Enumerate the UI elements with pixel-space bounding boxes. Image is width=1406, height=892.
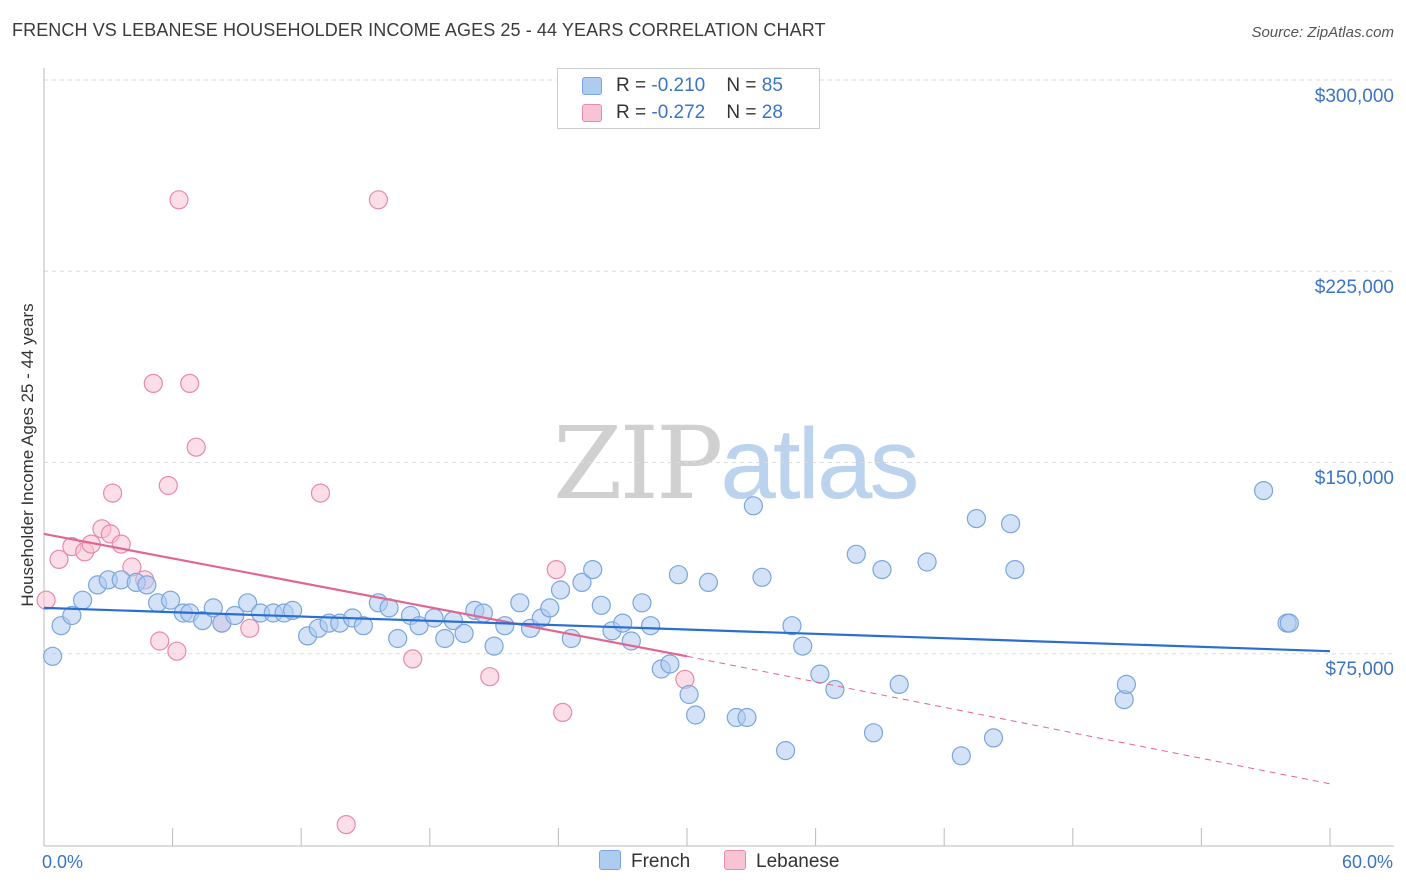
french-point	[1005, 559, 1025, 580]
lebanese-point	[36, 590, 56, 610]
grid-lines	[44, 79, 1394, 655]
french-point	[193, 610, 213, 631]
lebanese-point	[480, 667, 500, 687]
french-point	[435, 628, 455, 649]
lebanese-point	[180, 373, 200, 393]
french-point	[283, 600, 303, 621]
lebanese-n-value: 28	[761, 102, 783, 123]
french-point	[698, 572, 719, 593]
bottom-legend-lebanese: Lebanese	[724, 850, 839, 873]
axes	[43, 68, 1394, 847]
french-trend-line	[43, 606, 1331, 653]
french-point	[1279, 613, 1299, 633]
lebanese-points	[36, 190, 695, 835]
lebanese-trend-line	[43, 532, 688, 658]
lebanese-point	[169, 190, 189, 210]
french-point	[1000, 514, 1021, 534]
french-point	[1116, 674, 1137, 695]
french-point	[825, 679, 845, 700]
lebanese-point	[186, 437, 206, 457]
french-point	[388, 628, 408, 649]
french-point	[42, 646, 63, 666]
correlation-legend: R = -0.210 N = 85 R = -0.272 N = 28	[557, 68, 820, 129]
french-point	[424, 608, 444, 628]
lebanese-point	[49, 549, 69, 570]
french-point	[775, 740, 796, 761]
lebanese-point	[546, 559, 566, 580]
french-point	[591, 595, 611, 615]
lebanese-point	[158, 475, 178, 496]
french-point	[353, 616, 373, 636]
french-point	[632, 593, 652, 613]
french-point	[679, 684, 699, 705]
french-point	[846, 544, 866, 564]
y-tick-label: $150,000	[1314, 468, 1394, 489]
french-n-value: 85	[761, 75, 783, 96]
french-point	[872, 559, 892, 580]
x-tick-label: 60.0%	[1341, 852, 1393, 872]
french-point	[62, 605, 82, 626]
lebanese-point	[403, 649, 423, 669]
french-point	[510, 593, 530, 613]
lebanese-swatch	[582, 104, 602, 122]
french-point	[540, 598, 560, 618]
lebanese-point	[553, 702, 573, 723]
lebanese-point	[150, 631, 170, 651]
french-point	[137, 575, 157, 595]
lebanese-trend-extension	[686, 655, 1331, 785]
french-point	[782, 616, 802, 636]
lebanese-r-value: -0.272	[651, 102, 706, 123]
french-points	[42, 481, 1299, 766]
french-r-value: -0.210	[651, 75, 706, 96]
lebanese-point	[368, 190, 388, 210]
french-point	[951, 746, 971, 766]
lebanese-point	[240, 618, 260, 638]
lebanese-point	[310, 483, 331, 503]
french-point	[660, 654, 680, 674]
french-point	[889, 674, 909, 695]
source-label: Source: ZipAtlas.com	[1251, 24, 1394, 41]
y-tick-label: $75,000	[1325, 659, 1394, 680]
french-point	[160, 590, 181, 610]
french-point	[810, 664, 830, 684]
y-axis-label: Householder Income Ages 25 - 44 years	[18, 303, 37, 607]
lebanese-swatch	[724, 850, 746, 870]
french-point	[863, 723, 884, 743]
zipatlas-watermark: ZIPatlas	[553, 405, 920, 522]
french-point	[685, 705, 706, 725]
french-point	[966, 508, 987, 529]
french-point	[983, 728, 1004, 748]
french-point	[640, 616, 661, 636]
french-point	[737, 707, 757, 728]
chart-title: FRENCH VS LEBANESE HOUSEHOLDER INCOME AG…	[12, 20, 826, 40]
french-point	[613, 613, 633, 633]
french-swatch	[582, 77, 602, 95]
lebanese-legend-label: Lebanese	[756, 851, 840, 872]
french-legend-label: French	[631, 851, 691, 872]
french-point	[793, 636, 813, 656]
french-point	[550, 580, 571, 600]
french-point	[72, 590, 93, 610]
french-point	[668, 565, 689, 585]
lebanese-point	[143, 373, 163, 393]
french-point	[572, 572, 592, 593]
x-tick-label: 0.0%	[42, 852, 84, 872]
french-point	[454, 623, 474, 644]
french-point	[1253, 481, 1274, 501]
lebanese-point	[336, 814, 356, 835]
bottom-legend-french: French	[599, 850, 690, 873]
trend-lines	[43, 532, 1331, 785]
french-point	[583, 559, 603, 580]
french-point	[752, 567, 772, 587]
lebanese-point	[167, 641, 187, 661]
french-point	[238, 593, 258, 613]
y-tick-label: $225,000	[1314, 277, 1394, 298]
french-point	[917, 552, 937, 572]
french-swatch	[599, 850, 621, 870]
y-tick-label: $300,000	[1314, 86, 1394, 107]
french-point	[743, 496, 764, 516]
lebanese-point	[102, 483, 123, 503]
french-point	[484, 636, 504, 656]
